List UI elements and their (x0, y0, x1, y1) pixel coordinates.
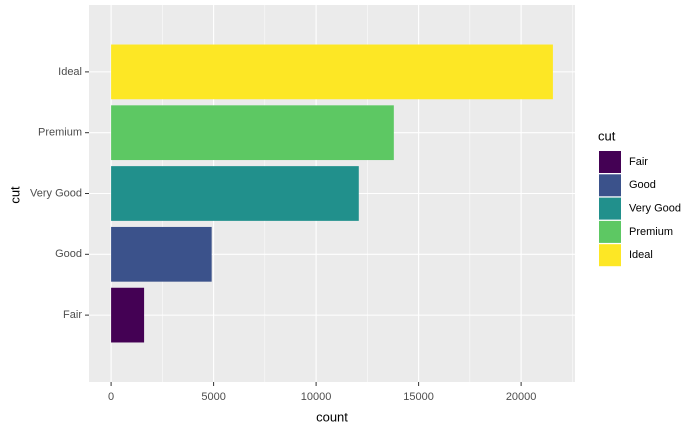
legend-label: Premium (629, 226, 673, 238)
bar (111, 166, 359, 221)
x-tick-label: 20000 (506, 391, 537, 403)
legend-title: cut (598, 128, 616, 143)
bar (111, 287, 145, 343)
x-tick-label: 5000 (201, 391, 225, 403)
y-tick-label: Premium (38, 127, 82, 139)
x-axis-title: count (316, 409, 348, 424)
y-tick-label: Very Good (30, 187, 82, 199)
bar (111, 105, 394, 161)
y-axis-title: cut (7, 186, 22, 204)
y-tick-label: Fair (63, 309, 82, 321)
y-tick-label: Good (55, 248, 82, 260)
legend-label: Very Good (629, 203, 681, 215)
bar (111, 44, 553, 100)
x-tick-label: 0 (108, 391, 114, 403)
x-tick-label: 10000 (301, 391, 332, 403)
legend-label: Ideal (629, 249, 653, 261)
x-tick-label: 15000 (403, 391, 434, 403)
y-tick-label: Ideal (58, 66, 82, 78)
legend-label: Good (629, 179, 656, 191)
legend-key (599, 151, 621, 173)
legend-key (599, 174, 621, 197)
legend-key (599, 244, 621, 267)
legend-key (599, 197, 621, 220)
bar (111, 226, 212, 282)
legend-label: Fair (629, 156, 648, 168)
legend-key (599, 220, 621, 243)
